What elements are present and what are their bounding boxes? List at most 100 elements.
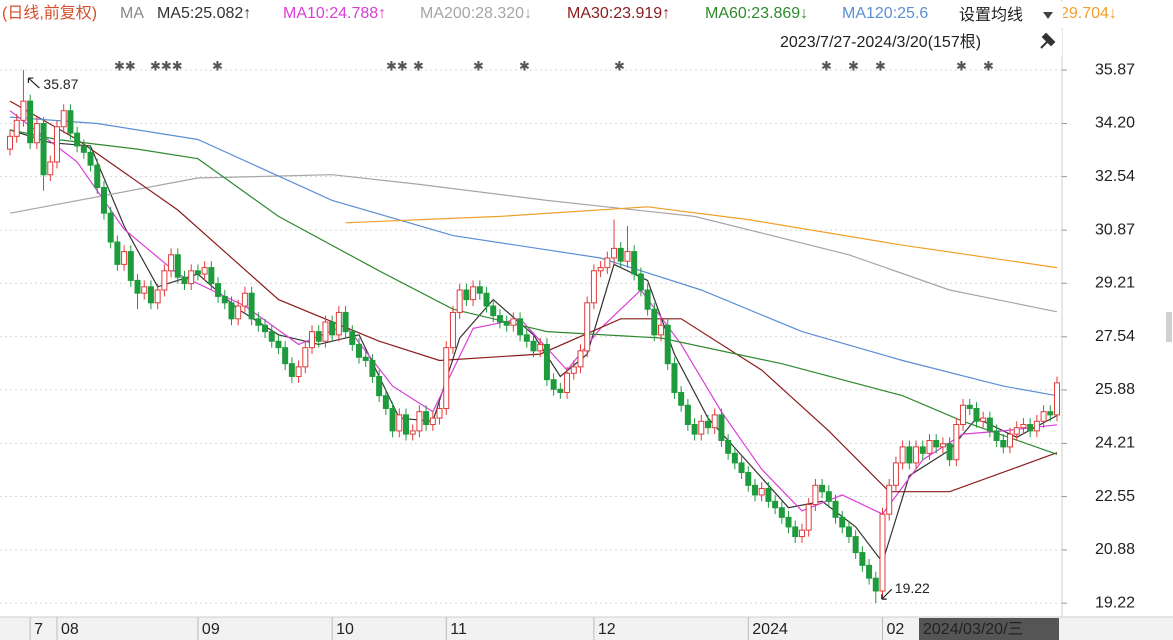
candle-body [389, 407, 396, 432]
candle-body [832, 500, 839, 518]
candle-body [939, 443, 946, 448]
candle-body [678, 391, 685, 406]
candle-body [174, 254, 181, 278]
min-label: 19.22 [895, 580, 930, 596]
x-tick-label: 2024 [752, 621, 788, 638]
candle-body [879, 513, 886, 592]
candle-body [496, 315, 503, 323]
candle-body [221, 295, 228, 304]
event-marker: ✱✱ [386, 58, 408, 73]
candle-body [718, 414, 725, 442]
candle-body [168, 254, 175, 272]
candle-body [866, 564, 873, 579]
candle-body [33, 123, 40, 144]
settings-button[interactable]: 设置均线 [959, 6, 1023, 24]
candle-body [778, 507, 785, 518]
candle-body [698, 420, 705, 435]
candle-body [7, 135, 13, 150]
legend: MA5:25.082↑ MA10:24.788↑ MA200:28.320↓ MA30… [157, 5, 1117, 22]
candle-body [241, 292, 248, 307]
candle-body [107, 212, 114, 243]
event-markers: ✱✱ ✱✱✱ ✱ ✱✱ ✱ ✱ ✱ ✱ ✱ ✱ ✱ ✱ ✱ [114, 58, 994, 73]
chart-title: (日线,前复权) [2, 4, 97, 22]
candle-body [644, 289, 651, 310]
candle-body [409, 430, 416, 435]
settings-bg [950, 2, 1063, 28]
candle-body [966, 404, 973, 409]
y-tick-label: 30.87 [1095, 221, 1135, 238]
event-marker: ✱ [473, 58, 484, 73]
candle-body [13, 119, 20, 137]
y-tick-label: 20.88 [1095, 541, 1135, 558]
dropdown-arrow[interactable] [1043, 12, 1053, 19]
y-axis: 35.87 34.20 32.54 30.87 29.21 27.54 25.88 24.21… [1062, 61, 1135, 611]
candle-body [53, 126, 60, 163]
candle-body [530, 340, 537, 352]
candle-body [268, 331, 275, 342]
candle-body [396, 414, 403, 432]
candle-body [537, 343, 544, 352]
candle-body [349, 331, 356, 345]
candle-body [356, 343, 362, 358]
candle-body [194, 270, 201, 275]
y-tick-label: 34.20 [1095, 115, 1135, 132]
max-label: 35.87 [43, 76, 78, 92]
candle-body [1040, 411, 1047, 422]
legend-entry: MA10:24.788↑ [283, 5, 386, 22]
candle-body [463, 289, 470, 301]
candle-body [543, 343, 550, 381]
candle-body [490, 305, 497, 317]
candle-body [416, 411, 423, 432]
candle-body [926, 440, 933, 454]
scroll-handle[interactable] [1166, 312, 1172, 342]
candle-body [134, 279, 141, 294]
candle-body [329, 321, 336, 336]
candle-body [1027, 423, 1034, 432]
legend-entry: MA5:25.082↑ [157, 5, 251, 22]
candle-body [805, 504, 812, 531]
x-tick-label: 7 [34, 621, 43, 638]
event-marker: ✱ [875, 58, 886, 73]
candle-body [315, 331, 322, 342]
candle-body [892, 462, 899, 486]
candle-body [87, 151, 94, 166]
y-tick-label: 24.21 [1095, 435, 1135, 452]
event-marker: ✱✱✱ [150, 58, 183, 73]
legend-entry: MA120:25.6 [842, 5, 928, 22]
candle-body [825, 491, 832, 502]
candle-body [758, 488, 765, 496]
candle-body [228, 302, 235, 320]
candle-body [141, 286, 148, 294]
event-marker: ✱ [212, 58, 223, 73]
candle-body [275, 340, 282, 349]
candle-body [852, 536, 859, 554]
annotations: 35.87 19.22 [27, 76, 930, 600]
candle-body [181, 276, 188, 285]
candle-body [845, 526, 852, 538]
x-axis: 7 08 09 10 11 12 2024 02 [29, 617, 904, 640]
candle-body [738, 462, 745, 474]
candle-body [812, 484, 819, 506]
candle-body [476, 286, 483, 294]
candle-body [993, 430, 1000, 442]
candle-body [510, 318, 517, 326]
candle-body [886, 484, 893, 515]
candle-body [798, 529, 805, 538]
x-tick-label: 12 [598, 621, 616, 638]
candle-body [456, 289, 463, 313]
max-arrow [27, 77, 40, 89]
candle-body [1007, 433, 1014, 448]
candle-body [960, 404, 967, 425]
candle-body [470, 286, 477, 301]
pin-icon[interactable] [1040, 32, 1056, 49]
candle-body [711, 414, 718, 429]
candle-body [1020, 423, 1027, 429]
candle-body [624, 251, 631, 262]
candle-body [1000, 440, 1007, 448]
y-tick-label: 25.88 [1095, 381, 1135, 398]
y-tick-label: 19.22 [1095, 594, 1135, 611]
y-tick-label: 29.21 [1095, 275, 1135, 292]
ma-line [9, 116, 1058, 397]
candle-body [1047, 411, 1054, 416]
candle-body [557, 388, 564, 393]
